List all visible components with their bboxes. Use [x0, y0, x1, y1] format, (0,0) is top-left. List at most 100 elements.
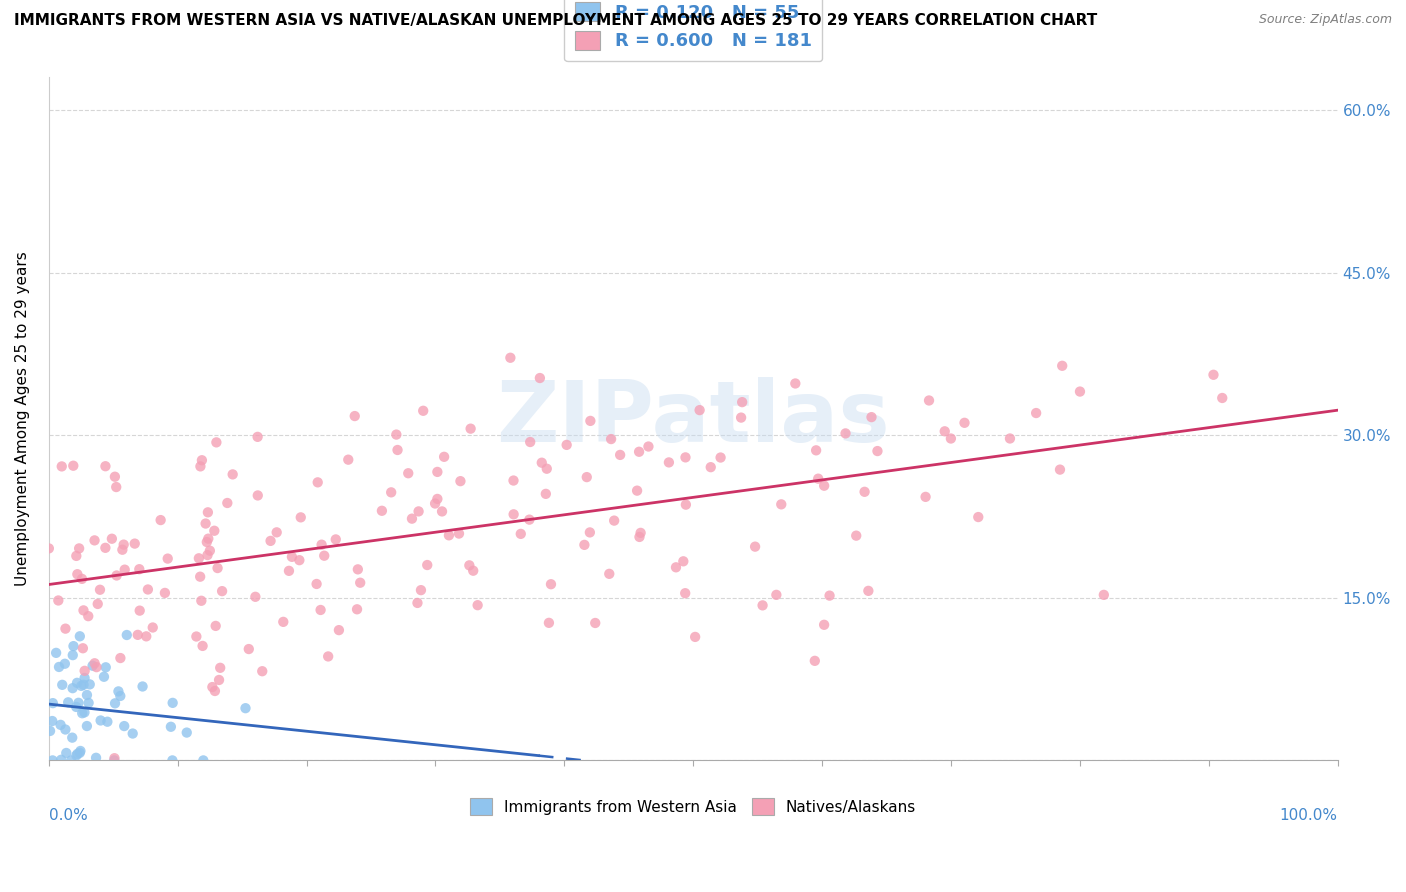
Point	[94, 459, 117, 474]
Point	[38, 541, 60, 556]
Point	[412, 404, 434, 418]
Point	[628, 444, 651, 458]
Point	[187, 551, 209, 566]
Point	[401, 511, 423, 525]
Point	[72, 603, 94, 617]
Point	[66, 747, 89, 761]
Point	[519, 513, 541, 527]
Point	[46, 593, 69, 607]
Point	[160, 720, 183, 734]
Point	[626, 483, 648, 498]
Point	[423, 496, 446, 510]
Point	[115, 628, 138, 642]
Point	[744, 540, 766, 554]
Point	[198, 543, 221, 558]
Point	[121, 726, 143, 740]
Point	[190, 459, 212, 474]
Point	[346, 602, 368, 616]
Point	[112, 719, 135, 733]
Point	[658, 455, 681, 469]
Point	[62, 648, 84, 662]
Point	[406, 596, 429, 610]
Point	[502, 474, 524, 488]
Point	[314, 549, 336, 563]
Point	[349, 575, 371, 590]
Point	[103, 751, 125, 765]
Text: Source: ZipAtlas.com: Source: ZipAtlas.com	[1258, 13, 1392, 27]
Point	[217, 496, 239, 510]
Point	[112, 538, 135, 552]
Point	[101, 532, 124, 546]
Point	[49, 718, 72, 732]
Point	[153, 586, 176, 600]
Point	[1069, 384, 1091, 399]
Point	[579, 414, 602, 428]
Point	[114, 563, 136, 577]
Point	[609, 448, 631, 462]
Text: 100.0%: 100.0%	[1279, 808, 1337, 823]
Point	[67, 696, 90, 710]
Point	[540, 577, 562, 591]
Point	[211, 584, 233, 599]
Point	[105, 568, 128, 582]
Point	[105, 480, 128, 494]
Point	[204, 619, 226, 633]
Point	[953, 416, 976, 430]
Point	[785, 376, 807, 391]
Point	[209, 661, 232, 675]
Point	[70, 572, 93, 586]
Point	[281, 549, 304, 564]
Point	[252, 664, 274, 678]
Legend: Immigrants from Western Asia, Natives/Alaskans: Immigrants from Western Asia, Natives/Al…	[464, 792, 922, 821]
Point	[603, 514, 626, 528]
Point	[710, 450, 733, 465]
Point	[731, 395, 754, 409]
Point	[202, 524, 225, 538]
Text: IMMIGRANTS FROM WESTERN ASIA VS NATIVE/ALASKAN UNEMPLOYMENT AMONG AGES 25 TO 29 : IMMIGRANTS FROM WESTERN ASIA VS NATIVE/A…	[14, 13, 1097, 29]
Point	[807, 472, 830, 486]
Point	[65, 700, 87, 714]
Point	[845, 529, 868, 543]
Point	[519, 435, 541, 450]
Point	[347, 562, 370, 576]
Point	[69, 746, 91, 760]
Point	[447, 526, 470, 541]
Point	[246, 488, 269, 502]
Point	[1211, 391, 1233, 405]
Point	[73, 664, 96, 678]
Point	[804, 443, 827, 458]
Point	[86, 660, 108, 674]
Point	[162, 753, 184, 767]
Point	[343, 409, 366, 423]
Point	[69, 629, 91, 643]
Point	[1092, 588, 1115, 602]
Point	[409, 583, 432, 598]
Point	[42, 696, 65, 710]
Point	[311, 538, 333, 552]
Point	[583, 615, 606, 630]
Point	[813, 617, 835, 632]
Point	[537, 615, 560, 630]
Point	[245, 590, 267, 604]
Point	[186, 630, 208, 644]
Point	[675, 498, 697, 512]
Point	[673, 586, 696, 600]
Point	[128, 604, 150, 618]
Point	[325, 533, 347, 547]
Point	[689, 403, 711, 417]
Point	[77, 696, 100, 710]
Point	[197, 548, 219, 562]
Point	[305, 577, 328, 591]
Point	[49, 753, 72, 767]
Point	[598, 566, 620, 581]
Point	[73, 671, 96, 685]
Point	[128, 562, 150, 576]
Point	[1050, 359, 1073, 373]
Point	[430, 504, 453, 518]
Point	[458, 558, 481, 573]
Point	[238, 642, 260, 657]
Point	[136, 582, 159, 597]
Point	[103, 753, 125, 767]
Point	[162, 696, 184, 710]
Point	[328, 623, 350, 637]
